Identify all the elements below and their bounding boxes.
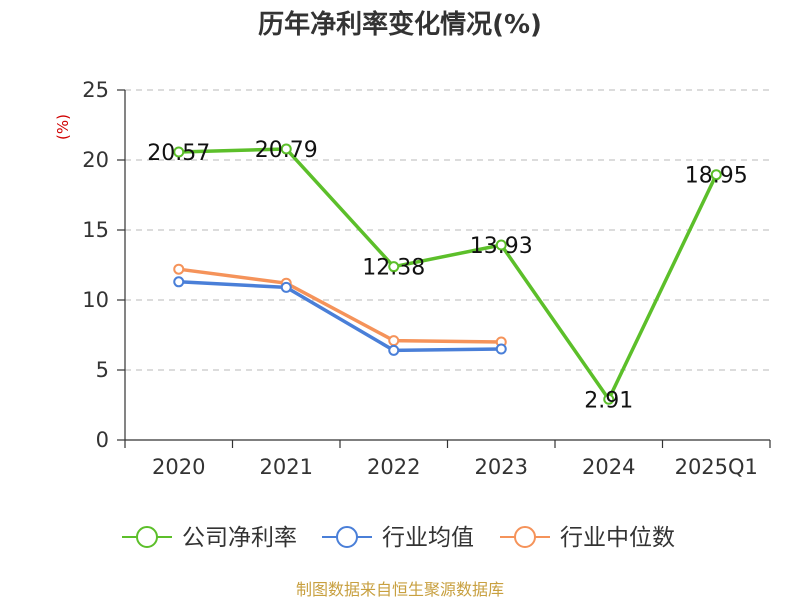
data-point	[495, 239, 507, 251]
data-point	[280, 143, 292, 155]
x-tick-label: 2022	[367, 455, 420, 479]
legend-label: 行业均值	[382, 525, 474, 551]
data-label: 18.95	[685, 164, 748, 189]
y-tick-label: 0	[96, 428, 109, 452]
x-tick-label: 2020	[152, 455, 205, 479]
data-label: 13.93	[470, 234, 533, 259]
y-tick-label: 15	[82, 218, 109, 242]
y-tick-label: 20	[82, 148, 109, 172]
legend-swatch-marker	[336, 526, 358, 548]
data-label: 20.79	[255, 138, 318, 163]
data-point	[173, 276, 185, 288]
x-tick-label: 2024	[582, 455, 635, 479]
series-lines	[173, 143, 722, 405]
data-point	[388, 261, 400, 273]
series-line	[178, 267, 502, 344]
x-tick-label: 2023	[475, 455, 528, 479]
y-tick-label: 10	[82, 288, 109, 312]
y-axis-unit-label: (%)	[54, 114, 72, 140]
legend-swatch-marker	[136, 526, 158, 548]
data-point	[388, 335, 400, 347]
source-note: 制图数据来自恒生聚源数据库	[296, 580, 504, 599]
data-point	[495, 343, 507, 355]
data-point	[173, 263, 185, 275]
legend-label: 公司净利率	[182, 525, 297, 551]
x-tick-label: 2025Q1	[675, 455, 758, 479]
legend-label: 行业中位数	[560, 525, 675, 551]
series-line	[178, 147, 718, 402]
data-point	[173, 146, 185, 158]
y-tick-label: 5	[96, 358, 109, 382]
data-point	[603, 393, 615, 405]
x-tick-label: 2021	[260, 455, 313, 479]
y-tick-label: 25	[82, 78, 109, 102]
data-label: 2.91	[584, 388, 633, 413]
chart-title: 历年净利率变化情况(%)	[258, 9, 542, 40]
grid-lines	[125, 89, 770, 371]
data-labels: 20.57 20.79 12.38 13.93 2.91 18.95	[147, 138, 747, 413]
data-label: 12.38	[362, 256, 425, 281]
data-point	[280, 281, 292, 293]
data-point	[388, 344, 400, 356]
data-point	[710, 169, 722, 181]
data-label: 20.57	[147, 141, 210, 166]
axes: 0 5 10 15 20 25 2020 2021 2022 2023 2024 2025Q1	[82, 78, 771, 479]
series-line	[178, 280, 502, 353]
legend: 公司净利率 行业均值 行业中位数	[122, 525, 675, 551]
legend-swatch-marker	[514, 526, 536, 548]
